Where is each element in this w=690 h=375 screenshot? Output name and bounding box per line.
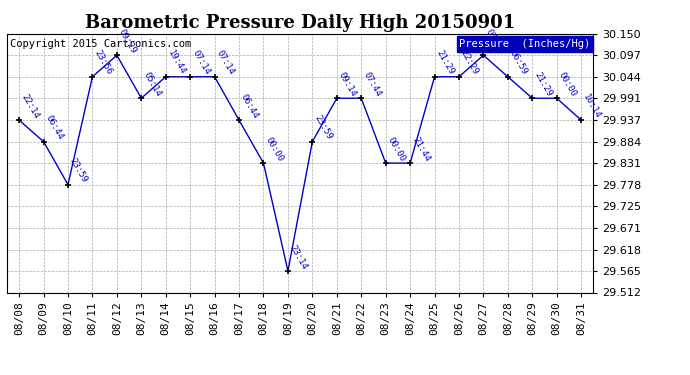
Text: 19:44: 19:44 (166, 49, 187, 77)
Text: 07:14: 07:14 (190, 49, 211, 77)
Text: 23:59: 23:59 (313, 114, 333, 142)
Text: 09:14: 09:14 (337, 70, 358, 98)
Text: 21:29: 21:29 (532, 70, 553, 98)
Text: 06:44: 06:44 (43, 114, 65, 142)
Text: 06:44: 06:44 (239, 92, 260, 120)
Text: 00:00: 00:00 (557, 70, 578, 98)
Text: 09:29: 09:29 (117, 27, 138, 55)
Text: 23:14: 23:14 (288, 243, 309, 271)
Text: 22:29: 22:29 (459, 49, 480, 77)
Text: 07:14: 07:14 (215, 49, 236, 77)
Text: 00:00: 00:00 (386, 135, 407, 163)
Text: 06:59: 06:59 (508, 49, 529, 77)
Text: 07:44: 07:44 (362, 70, 382, 98)
Text: 00:00: 00:00 (264, 135, 285, 163)
Text: 10:14: 10:14 (581, 92, 602, 120)
Text: 21:29: 21:29 (435, 49, 456, 77)
Text: 05:14: 05:14 (141, 70, 163, 98)
Text: 23:56: 23:56 (92, 49, 114, 77)
Text: 21:44: 21:44 (410, 135, 431, 163)
Text: Pressure  (Inches/Hg): Pressure (Inches/Hg) (460, 39, 591, 49)
Text: 07:14: 07:14 (484, 27, 504, 55)
Text: 22:14: 22:14 (19, 92, 40, 120)
Text: 23:59: 23:59 (68, 157, 89, 184)
Title: Barometric Pressure Daily High 20150901: Barometric Pressure Daily High 20150901 (85, 14, 515, 32)
Text: Copyright 2015 Cartronics.com: Copyright 2015 Cartronics.com (10, 39, 191, 49)
